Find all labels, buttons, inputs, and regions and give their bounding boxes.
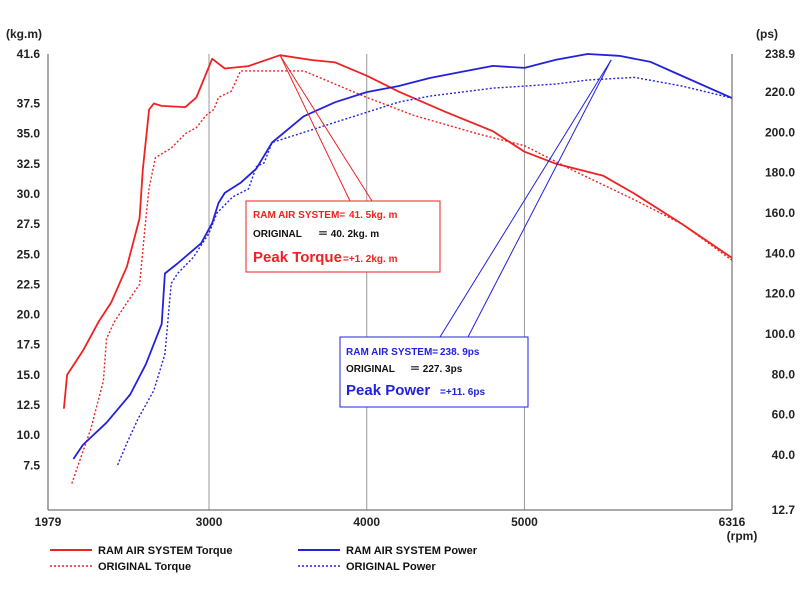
y-right-tick-label: 80.0 <box>772 367 796 381</box>
legend: RAM AIR SYSTEM Torque ORIGINAL Torque RA… <box>50 545 478 573</box>
legend-label-ram-torque: RAM AIR SYSTEM Torque <box>98 545 232 557</box>
power-annotation: RAM AIR SYSTEM= 238. 9ps ORIGINAL ＝ 227.… <box>339 59 612 408</box>
x-tick-label: 6316 <box>719 515 746 529</box>
y-left-tick-label: 41.6 <box>17 47 41 61</box>
y-left-tick-label: 37.5 <box>17 96 41 110</box>
y-right-tick-label: 180.0 <box>765 166 795 180</box>
y-left-tick-label: 15.0 <box>17 368 41 382</box>
y-left-tick-label: 30.0 <box>17 187 41 201</box>
torque-ram-value: 41. 5kg. m <box>349 210 397 221</box>
left-axis-unit: (kg.m) <box>6 27 42 41</box>
y-right-tick-label: 40.0 <box>772 448 796 462</box>
series-line-original-torque <box>71 70 733 484</box>
power-peak-label: Peak Power <box>346 382 430 399</box>
y-left-tick-label: 35.0 <box>17 127 41 141</box>
y-right-tick-label: 160.0 <box>765 206 795 220</box>
power-original-value: ＝ 227. 3ps <box>410 364 463 375</box>
legend-label-original-power: ORIGINAL Power <box>346 561 436 573</box>
y-left-tick-label: 20.0 <box>17 308 41 322</box>
y-left-tick-label: 32.5 <box>17 157 41 171</box>
y-right-tick-label: 60.0 <box>772 408 796 422</box>
torque-peak-value: =+1. 2kg. m <box>343 254 398 265</box>
right-axis-unit: (ps) <box>756 27 778 41</box>
y-right-tick-label: 100.0 <box>765 327 795 341</box>
torque-leader-line <box>279 54 351 202</box>
y-right-tick-label: 200.0 <box>765 125 795 139</box>
power-leader-line <box>467 59 612 338</box>
legend-label-ram-power: RAM AIR SYSTEM Power <box>346 545 478 557</box>
y-right-tick-label: 120.0 <box>765 287 795 301</box>
torque-ram-label: RAM AIR SYSTEM= <box>253 210 345 221</box>
y-left-tick-label: 7.5 <box>23 458 40 472</box>
series-group <box>63 53 733 484</box>
power-peak-value: =+11. 6ps <box>440 387 485 398</box>
y-left-tick-label: 22.5 <box>17 277 41 291</box>
y-left-tick-label: 25.0 <box>17 247 41 261</box>
x-tick-label: 3000 <box>196 515 223 529</box>
tick-labels: 1979 3000 4000 5000 6316 41.6 37.5 35.0 32.5 30.0… <box>17 47 796 529</box>
legend-label-original-torque: ORIGINAL Torque <box>98 561 191 573</box>
axes <box>47 54 733 511</box>
power-ram-label: RAM AIR SYSTEM= <box>346 347 438 358</box>
x-axis-unit: (rpm) <box>727 529 758 543</box>
torque-original-label: ORIGINAL <box>253 229 302 240</box>
torque-annotation: RAM AIR SYSTEM= 41. 5kg. m ORIGINAL ＝ 40… <box>245 54 441 273</box>
grid <box>208 54 525 510</box>
y-left-tick-label: 17.5 <box>17 338 41 352</box>
torque-original-value: ＝ 40. 2kg. m <box>318 229 379 240</box>
torque-box <box>245 200 441 273</box>
x-tick-label: 1979 <box>35 515 62 529</box>
x-tick-label: 4000 <box>353 515 380 529</box>
power-ram-value: 238. 9ps <box>440 347 480 358</box>
y-left-tick-label: 10.0 <box>17 428 41 442</box>
y-left-tick-label: 27.5 <box>17 217 41 231</box>
series-line-original-power <box>116 76 733 466</box>
y-right-tick-label: 140.0 <box>765 246 795 260</box>
series-line-ram-air-system-torque <box>63 54 733 409</box>
power-box <box>339 336 529 408</box>
series-line-ram-air-system-power <box>72 53 733 460</box>
power-leader-line <box>439 59 612 338</box>
x-tick-label: 5000 <box>511 515 538 529</box>
y-right-tick-label: 238.9 <box>765 47 795 61</box>
y-left-tick-label: 12.5 <box>17 398 41 412</box>
torque-leader-line <box>279 54 373 202</box>
torque-peak-label: Peak Torque <box>253 249 342 266</box>
y-right-tick-label: 12.7 <box>772 503 796 517</box>
power-original-label: ORIGINAL <box>346 364 395 375</box>
y-right-tick-label: 220.0 <box>765 85 795 99</box>
